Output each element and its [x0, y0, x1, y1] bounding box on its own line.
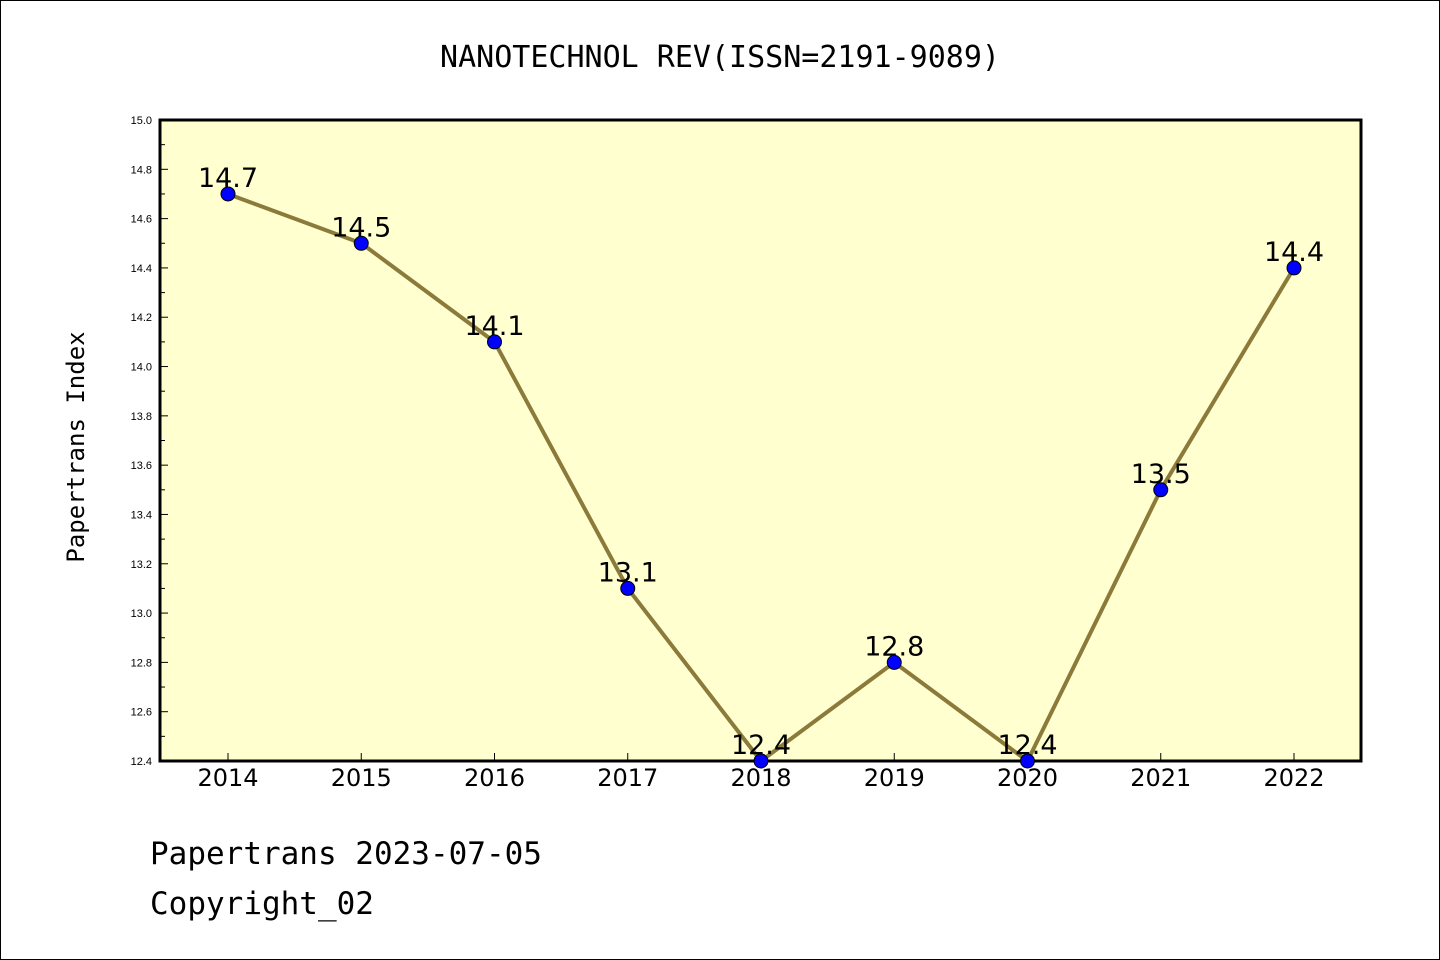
data-label: 12.4 — [731, 730, 791, 761]
x-tick-label: 2020 — [997, 764, 1058, 792]
plot-area — [158, 118, 1363, 763]
data-label: 13.1 — [598, 557, 658, 588]
y-tick-label: 13.8 — [131, 411, 152, 423]
x-tick-label: 2021 — [1130, 764, 1191, 792]
series-layer — [220, 186, 1302, 769]
data-point — [353, 235, 369, 251]
y-tick-label: 13.2 — [131, 559, 152, 571]
data-label: 14.1 — [464, 311, 524, 342]
chart-title: NANOTECHNOL REV(ISSN=2191-9089) — [440, 40, 1000, 75]
data-label: 13.5 — [1131, 459, 1191, 490]
y-axis-label: Papertrans Index — [62, 331, 90, 562]
footer-date: Papertrans 2023-07-05 — [150, 836, 542, 872]
x-tick-label: 2017 — [597, 764, 658, 792]
data-point — [1153, 482, 1169, 498]
x-tick-label: 2018 — [730, 764, 791, 792]
data-label: 12.8 — [864, 631, 924, 662]
y-tick-label: 13.6 — [131, 460, 152, 472]
data-point — [487, 334, 502, 350]
y-tick-label: 14.0 — [131, 362, 152, 374]
x-tick-label: 2019 — [864, 764, 925, 792]
data-label: 14.4 — [1264, 237, 1324, 268]
y-tick-label: 12.4 — [131, 756, 152, 768]
data-label: 14.5 — [331, 212, 391, 243]
y-tick-label: 13.0 — [131, 608, 152, 620]
data-point — [1286, 260, 1302, 276]
data-point — [886, 654, 902, 670]
y-tick-label: 12.8 — [131, 657, 152, 669]
y-tick-label: 15.0 — [131, 115, 152, 127]
x-tick-label: 2016 — [464, 764, 525, 792]
data-point — [753, 753, 769, 769]
data-label: 14.7 — [198, 163, 258, 194]
y-tick-label: 14.4 — [131, 263, 152, 275]
y-tick-label: 14.2 — [131, 312, 152, 324]
y-tick-label: 12.6 — [131, 707, 152, 719]
y-tick-label: 14.8 — [131, 164, 152, 176]
x-tick-label: 2022 — [1263, 764, 1324, 792]
data-point — [1020, 753, 1035, 769]
data-point — [220, 186, 236, 202]
y-tick-label: 13.4 — [131, 509, 152, 521]
y-tick-label: 14.6 — [131, 214, 152, 226]
data-labels: 14.7 14.5 14.1 13.1 12.4 12.8 12.4 13.5 14.4 — [198, 163, 1324, 761]
x-tick-label: 2015 — [331, 764, 392, 792]
axis-ticks: 12.4 12.6 12.8 13.0 13.2 13.4 13.6 13.8 14.0 14.2… — [131, 115, 1325, 792]
data-point — [620, 580, 636, 596]
footer-copyright: Copyright_02 — [150, 886, 374, 922]
data-label: 12.4 — [997, 730, 1057, 761]
x-tick-label: 2014 — [197, 764, 258, 792]
